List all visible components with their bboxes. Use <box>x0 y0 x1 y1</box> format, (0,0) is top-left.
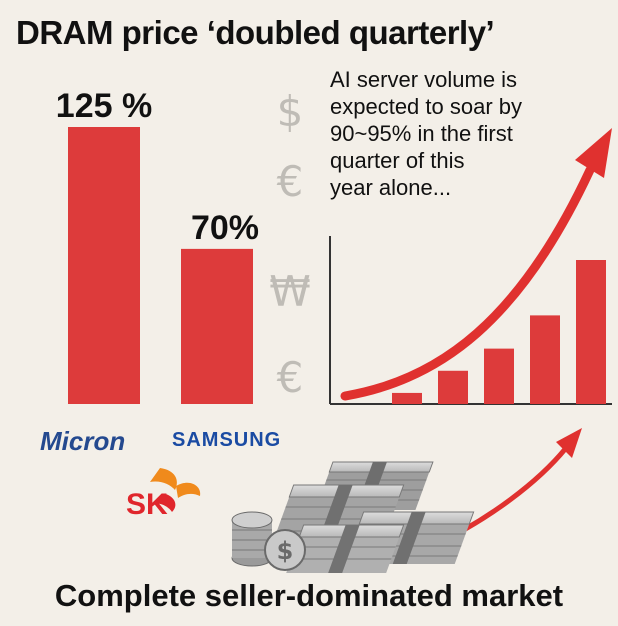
sk-logo-icon <box>150 468 201 512</box>
bar-data-label: 70% <box>191 209 259 247</box>
currency-symbol-icon: ₩ <box>269 267 311 316</box>
trend-arrow-icon <box>340 128 612 401</box>
growth-bar-4 <box>530 315 560 404</box>
ai-server-annotation: AI server volume is expected to soar by … <box>330 66 590 201</box>
cash-stack-icon: $ <box>231 461 475 573</box>
chart-title: DRAM price ‘doubled quarterly’ <box>16 14 495 51</box>
currency-symbol-icon: € <box>277 353 304 402</box>
annotation-line: expected to soar by <box>330 94 523 119</box>
annotation-line: year alone... <box>330 175 452 200</box>
dram-price-bar-chart: 125 % 70% <box>56 87 259 404</box>
bar-data-label: 125 % <box>56 87 152 125</box>
annotation-line: quarter of this <box>330 148 465 173</box>
growth-bar-2 <box>438 370 468 404</box>
currency-symbol-icon: € <box>277 157 304 206</box>
growth-bar-3 <box>484 348 514 404</box>
growth-bar-1 <box>392 392 422 404</box>
growth-bar-5 <box>576 260 606 404</box>
bar-2 <box>181 248 253 404</box>
annotation-line: 90~95% in the first <box>330 121 513 146</box>
coin-stack-icon: $ <box>231 511 306 571</box>
sk-logo-text: SK <box>126 488 168 521</box>
growth-chart-axes <box>329 236 612 405</box>
micron-logo: Micron <box>40 426 125 456</box>
ai-server-growth-bar-chart <box>392 260 606 404</box>
currency-symbols: $ € ₩ € <box>269 87 311 402</box>
dollar-coin-icon: $ <box>277 537 294 565</box>
samsung-logo: SAMSUNG <box>172 429 281 451</box>
footer-caption: Complete seller-dominated market <box>54 578 564 613</box>
bar-1 <box>68 127 140 404</box>
annotation-line: AI server volume is <box>330 67 518 92</box>
currency-symbol-icon: $ <box>277 87 304 136</box>
